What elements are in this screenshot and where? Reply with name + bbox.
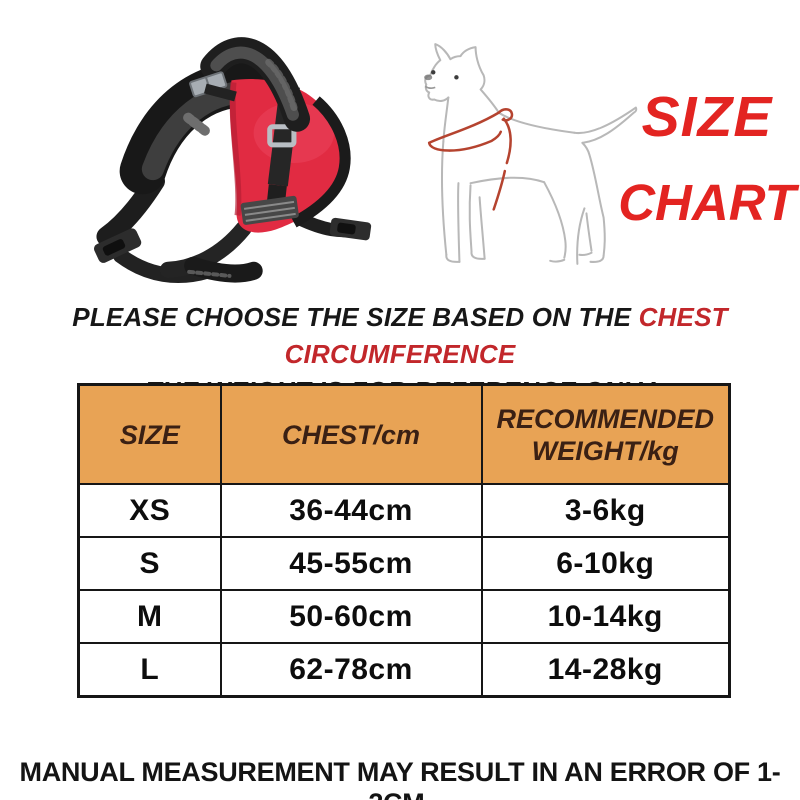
harness-right-buckle (329, 217, 372, 241)
size-table-header-weight: RECOMMENDED WEIGHT/kg (480, 383, 731, 485)
harness-product-photo (94, 37, 372, 283)
table-row-m: M 50-60cm 10-14kg (77, 589, 731, 644)
cell-size: S (77, 536, 222, 591)
sizing-notice-line1: PLEASE CHOOSE THE SIZE BASED ON THE CHES… (0, 299, 800, 373)
harness-handle (200, 37, 311, 132)
cell-size: M (77, 589, 222, 644)
size-table-header-row: SIZE CHEST/cm RECOMMENDED WEIGHT/kg (77, 383, 731, 485)
measurement-disclaimer: MANUAL MEASUREMENT MAY RESULT IN AN ERRO… (19, 757, 781, 800)
cell-weight: 14-28kg (480, 642, 731, 698)
size-table-header-size: SIZE (77, 383, 222, 485)
page-title-line1: SIZE (641, 85, 773, 149)
sizing-notice: PLEASE CHOOSE THE SIZE BASED ON THE CHES… (0, 299, 800, 410)
cell-size: XS (77, 483, 222, 538)
dog-face-features (424, 70, 459, 90)
cell-weight: 10-14kg (480, 589, 731, 644)
dog-harness-sketch-lines (427, 108, 514, 211)
harness-reflective-strip (240, 195, 299, 225)
cell-chest: 36-44cm (219, 483, 483, 538)
cell-chest: 62-78cm (219, 642, 483, 698)
harness-slider-strap (203, 83, 237, 102)
page-title: SIZE CHART (612, 74, 800, 246)
table-row-s: S 45-55cm 6-10kg (77, 536, 731, 591)
dog-outline-illustration (424, 43, 638, 265)
size-table-header-chest: CHEST/cm (219, 383, 483, 485)
cell-chest: 50-60cm (219, 589, 483, 644)
table-row-xs: XS 36-44cm 3-6kg (77, 483, 731, 538)
harness-left-buckle (94, 228, 142, 263)
table-row-l: L 62-78cm 14-28kg (77, 642, 731, 698)
sizing-notice-highlight: CHEST CIRCUMFERENCE (284, 302, 728, 369)
size-table: SIZE CHEST/cm RECOMMENDED WEIGHT/kg XS 3… (77, 383, 732, 698)
cell-weight: 6-10kg (480, 536, 731, 591)
sizing-notice-prefix: PLEASE CHOOSE THE SIZE BASED ON THE (72, 302, 639, 332)
cell-weight: 3-6kg (480, 483, 731, 538)
cell-chest: 45-55cm (219, 536, 483, 591)
page-title-line2: CHART (618, 174, 796, 231)
cell-size: L (77, 642, 222, 698)
